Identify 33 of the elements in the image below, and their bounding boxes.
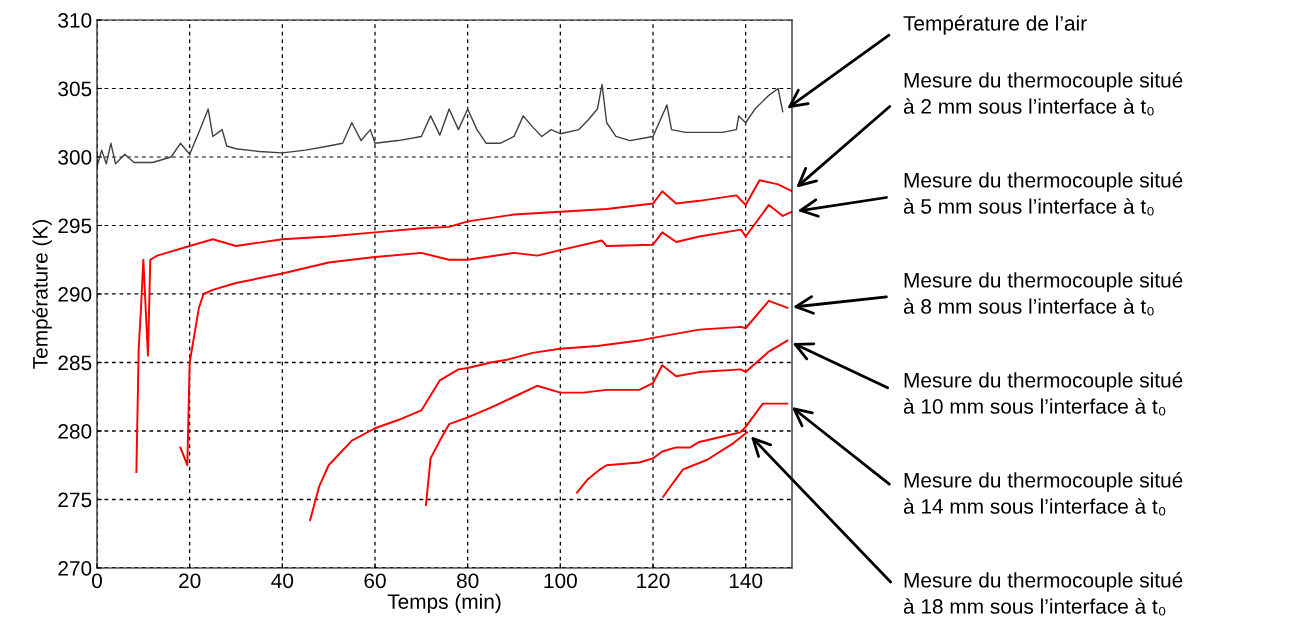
x-axis-title: Temps (min)	[387, 593, 501, 614]
y-tick-label: 300	[58, 150, 92, 165]
line-series	[425, 339, 789, 506]
y-tick-label: 310	[58, 13, 92, 28]
x-tick-label: 80	[456, 573, 479, 589]
y-axis-title: Température (K)	[32, 220, 52, 369]
y-tick-label: 270	[58, 561, 92, 576]
line-series	[135, 179, 792, 474]
line-series	[309, 299, 789, 522]
x-tick-label: 100	[544, 573, 577, 589]
line-series	[662, 431, 749, 498]
y-tick-label: 305	[58, 81, 92, 97]
text: Mesure du thermocouple situé à 8 mm sous l’interface à t₀	[903, 272, 1183, 316]
x-tick-label: 140	[729, 573, 763, 589]
y-tick-label: 295	[58, 218, 92, 234]
text: Mesure du thermocouple situé à 14 mm sous l’interface à t₀	[903, 472, 1183, 516]
text: Mesure du thermocouple situé à 2 mm sous l’interface à t₀	[903, 72, 1183, 116]
y-tick-label: 275	[58, 492, 92, 508]
text: Mesure du thermocouple situé à 18 mm sous l’interface à t₀	[903, 572, 1183, 616]
x-tick-label: 40	[271, 573, 294, 589]
y-tick-label: 285	[58, 355, 92, 371]
y-tick-label: 280	[58, 424, 92, 439]
x-tick-label: 0	[92, 573, 102, 589]
x-tick-label: 120	[637, 573, 670, 589]
text: Mesure du thermocouple situé à 5 mm sous l’interface à t₀	[903, 172, 1183, 216]
y-tick-label: 290	[58, 287, 92, 302]
x-tick-label: 20	[179, 573, 201, 589]
text: Mesure du thermocouple situé à 10 mm sous l’interface à t₀	[903, 372, 1183, 416]
line-series	[179, 203, 792, 467]
line-series	[576, 402, 789, 494]
x-tick-label: 60	[364, 573, 386, 589]
text: Température de l’air	[903, 15, 1087, 35]
line-series	[97, 83, 784, 168]
